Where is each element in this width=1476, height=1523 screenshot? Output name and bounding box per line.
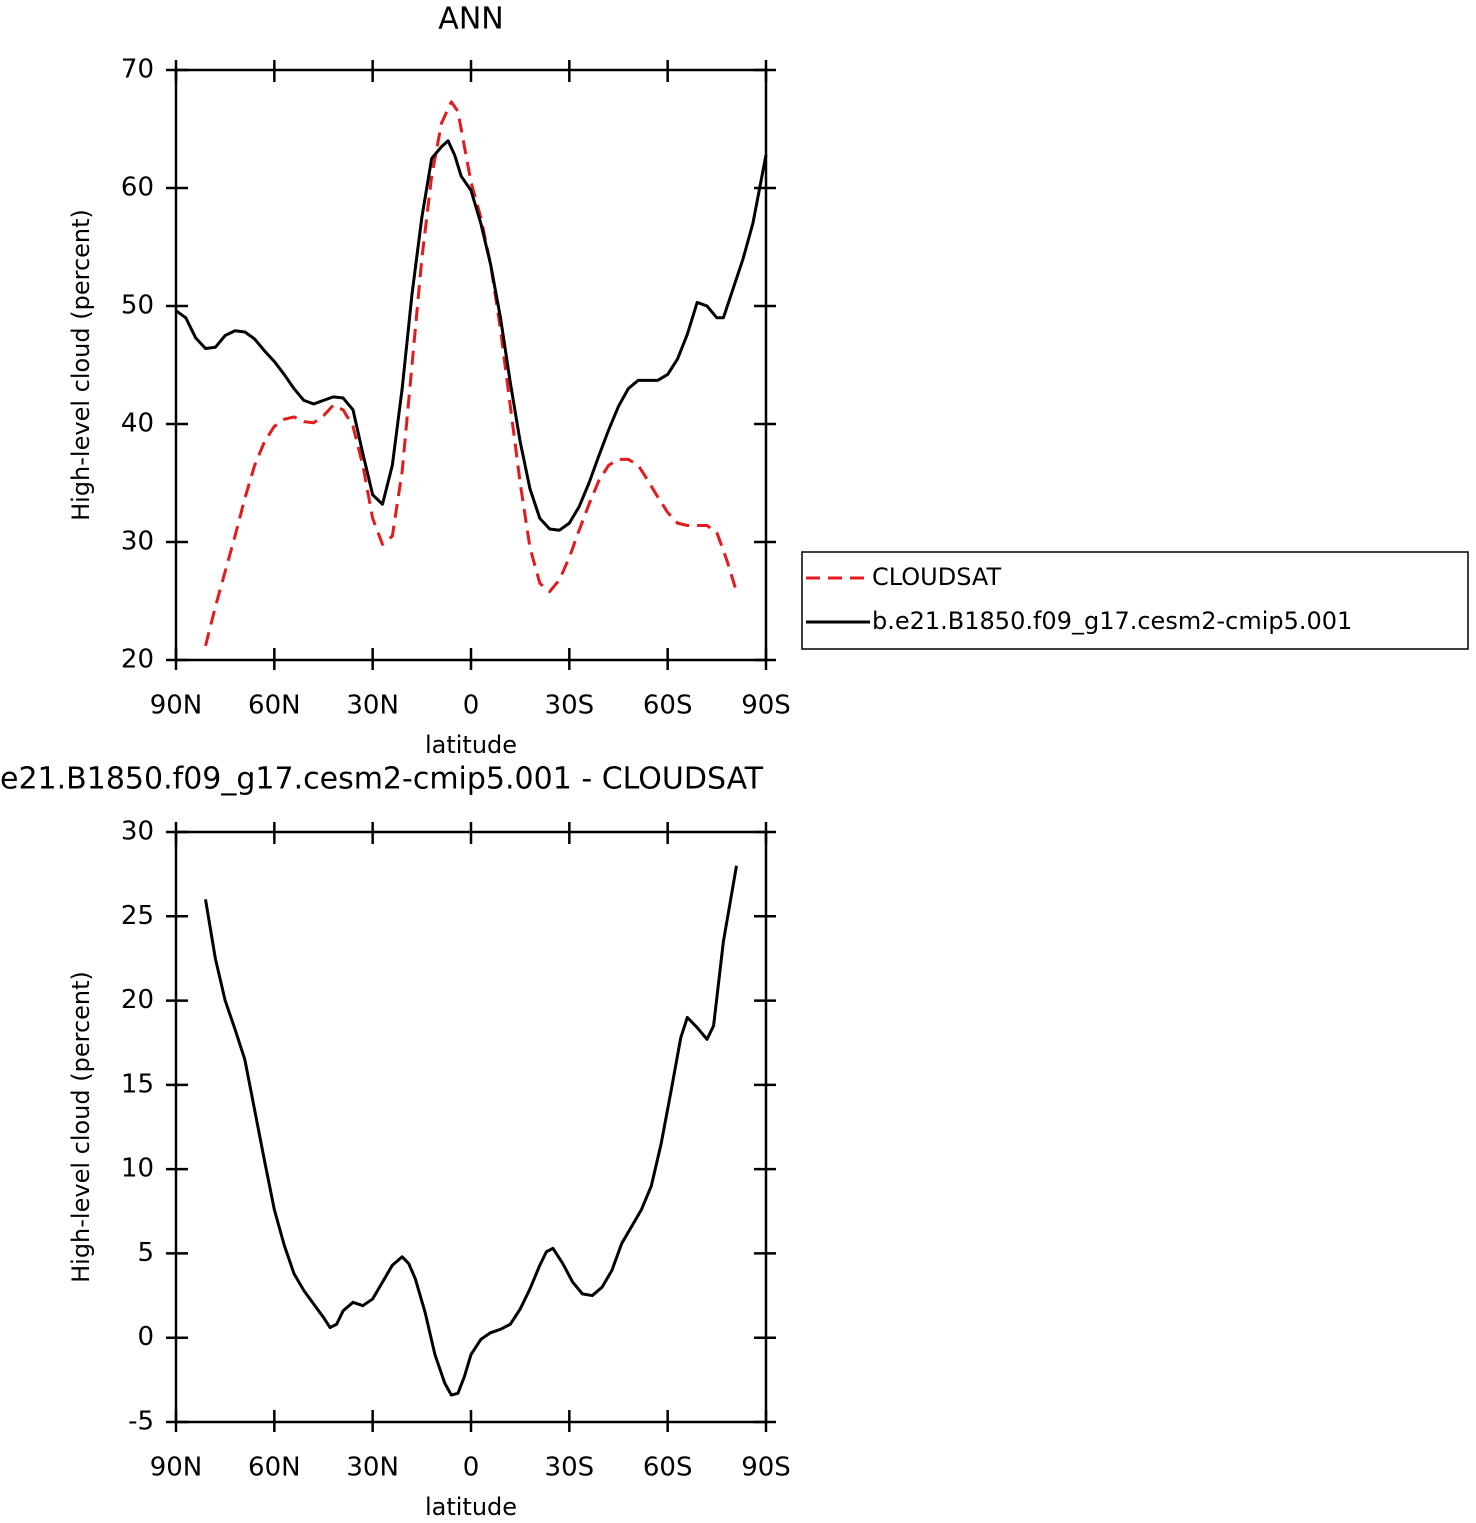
y-tick-label: 15: [121, 1069, 154, 1099]
y-tick-label: 20: [121, 985, 154, 1015]
x-axis-label: latitude: [425, 1493, 517, 1521]
y-axis-label: High-level cloud (percent): [67, 971, 95, 1283]
x-tick-label: 0: [463, 1453, 480, 1483]
legend-label: b.e21.B1850.f09_g17.cesm2-cmip5.001: [872, 607, 1352, 635]
x-tick-label: 60N: [248, 1453, 301, 1483]
chart-title: e21.B1850.f09_g17.cesm2-cmip5.001 - CLOU…: [0, 762, 764, 797]
y-tick-label: 30: [121, 817, 154, 847]
x-tick-label: 60S: [643, 1453, 693, 1483]
y-tick-label: 40: [121, 409, 154, 439]
y-tick-label: 60: [121, 173, 154, 203]
x-tick-label: 30N: [346, 691, 399, 721]
x-tick-label: 90S: [741, 1453, 791, 1483]
x-tick-label: 30S: [545, 1453, 595, 1483]
x-tick-label: 90S: [741, 691, 791, 721]
data-line: [204, 865, 738, 1397]
x-tick-label: 60N: [248, 691, 301, 721]
y-tick-label: 0: [137, 1322, 154, 1352]
data-line: [175, 139, 768, 532]
x-tick-label: 30N: [346, 1453, 399, 1483]
legend-box: [801, 551, 1469, 650]
y-tick-label: 70: [121, 55, 154, 85]
x-tick-label: 90N: [150, 691, 203, 721]
y-tick-label: 10: [121, 1154, 154, 1184]
y-tick-label: 5: [137, 1238, 154, 1268]
plot-frame: [174, 830, 768, 1424]
plot-frame: [174, 68, 768, 662]
legend-label: CLOUDSAT: [872, 563, 1001, 591]
y-tick-label: 20: [121, 645, 154, 675]
x-tick-label: 90N: [150, 1453, 203, 1483]
chart-title: ANN: [438, 2, 503, 37]
y-tick-label: 30: [121, 527, 154, 557]
y-tick-label: 25: [121, 901, 154, 931]
x-axis-label: latitude: [425, 731, 517, 759]
x-tick-label: 30S: [545, 691, 595, 721]
x-tick-label: 60S: [643, 691, 693, 721]
x-tick-label: 0: [463, 691, 480, 721]
y-axis-label: High-level cloud (percent): [67, 209, 95, 521]
y-tick-label: -5: [128, 1407, 154, 1437]
y-tick-label: 50: [121, 291, 154, 321]
data-line: [204, 100, 738, 647]
